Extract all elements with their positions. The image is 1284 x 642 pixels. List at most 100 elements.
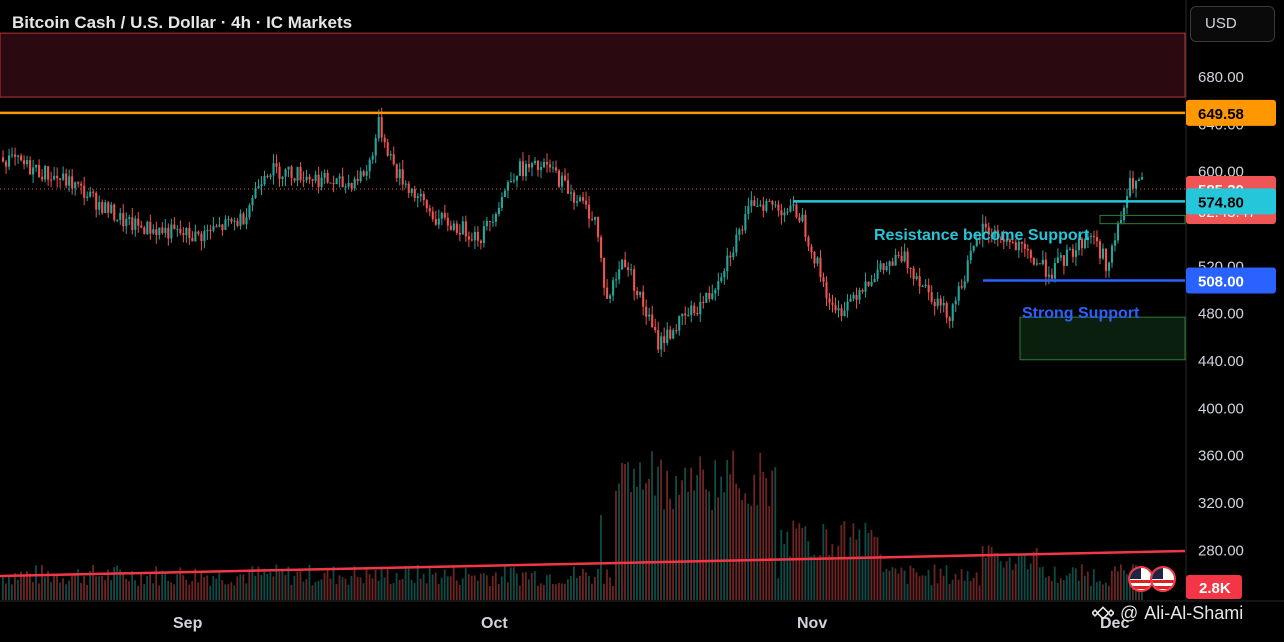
volume-bar xyxy=(609,577,611,600)
candle-body xyxy=(1038,263,1041,265)
volume-bar xyxy=(1059,578,1062,600)
candle-body xyxy=(915,276,918,279)
candle-body xyxy=(98,202,101,210)
candle-body xyxy=(951,304,954,321)
volume-bar xyxy=(86,584,88,600)
volume-bar xyxy=(606,569,608,600)
currency-button[interactable]: USD xyxy=(1190,6,1275,42)
volume-bar xyxy=(347,584,350,600)
candle-body xyxy=(666,329,669,344)
volume-bar xyxy=(795,528,798,600)
candle-body xyxy=(368,159,371,172)
level-649-tag-label: 649.58 xyxy=(1198,106,1244,123)
event-flags[interactable] xyxy=(1128,566,1176,592)
volume-bar xyxy=(248,571,251,600)
volume-bar xyxy=(657,466,659,600)
volume-bar xyxy=(116,565,119,600)
volume-bar xyxy=(95,576,97,600)
candle-body xyxy=(1101,248,1105,259)
candle-body xyxy=(1104,248,1108,271)
volume-bar xyxy=(1029,563,1032,600)
volume-tag[interactable] xyxy=(1186,575,1242,599)
volume-bar xyxy=(293,575,296,600)
annotation-strong-support: Strong Support xyxy=(1022,305,1140,322)
level-649-tag[interactable] xyxy=(1186,99,1276,126)
candle-body xyxy=(233,220,236,222)
candle-body xyxy=(1131,178,1135,189)
candle-body xyxy=(774,204,777,206)
volume-bar xyxy=(663,509,665,600)
candle-body xyxy=(269,175,272,177)
volume-bar xyxy=(455,580,458,600)
volume-bar xyxy=(711,509,714,600)
candle-body xyxy=(942,302,945,306)
volume-bar xyxy=(428,567,431,600)
price-tick-label: 280.00 xyxy=(1198,542,1244,559)
volume-bar xyxy=(143,584,146,600)
volume-bar xyxy=(176,574,179,600)
candle-body xyxy=(80,183,83,186)
candle-body xyxy=(416,196,419,198)
candle-body xyxy=(762,204,765,211)
candle-body xyxy=(972,245,975,251)
candle-body xyxy=(900,255,903,262)
candle-body xyxy=(840,308,843,317)
volume-bar xyxy=(828,555,831,600)
volume-bar xyxy=(591,583,593,600)
volume-bar xyxy=(717,497,720,600)
volume-bar xyxy=(822,523,825,600)
volume-bar xyxy=(861,556,864,600)
candle-body xyxy=(831,302,834,305)
volume-bar xyxy=(723,492,726,600)
volume-bar xyxy=(1044,577,1047,600)
volume-bar xyxy=(816,559,819,600)
trend-line[interactable] xyxy=(0,549,1186,578)
candle-body xyxy=(131,217,134,231)
candle-body xyxy=(116,219,119,221)
volume-bar xyxy=(864,522,867,600)
volume-bar xyxy=(666,470,668,600)
demand-zone xyxy=(1019,316,1186,361)
candle-body xyxy=(843,310,846,317)
volume-bar xyxy=(179,567,182,600)
volume-bar xyxy=(482,573,485,600)
candle-body xyxy=(690,305,693,316)
candle-body xyxy=(461,221,464,235)
candle-body xyxy=(77,182,80,184)
volume-bar xyxy=(669,499,671,600)
volume-bar xyxy=(434,572,437,600)
volume-bar xyxy=(398,579,401,600)
us-flag-icon[interactable] xyxy=(1150,566,1176,592)
volume-bar xyxy=(164,571,167,600)
volume-bar xyxy=(308,564,311,600)
volume-bar xyxy=(813,554,816,600)
candle-body xyxy=(1137,179,1141,181)
volume-bar xyxy=(621,462,623,600)
candle-body xyxy=(8,155,11,167)
time-tick-label: Sep xyxy=(173,615,203,632)
volume-bar xyxy=(777,578,780,600)
volume-bar xyxy=(882,571,885,600)
candle-body xyxy=(164,227,167,233)
candle-body xyxy=(807,237,810,247)
candle-body xyxy=(894,254,897,266)
volume-bar xyxy=(122,573,125,600)
candle-body xyxy=(996,230,999,239)
volume-bar xyxy=(569,575,572,600)
candle-body xyxy=(780,210,783,216)
volume-bar xyxy=(464,568,467,600)
level-508-tag[interactable] xyxy=(1186,267,1276,294)
volume-bar xyxy=(1086,571,1089,600)
volume-bar xyxy=(879,554,882,600)
volume-bar xyxy=(1122,570,1125,600)
candle-body xyxy=(137,218,140,226)
level-574-tag[interactable] xyxy=(1186,188,1276,215)
volume-bar xyxy=(101,576,103,600)
volume-bar xyxy=(515,573,518,600)
candle-body xyxy=(527,163,531,168)
volume-bar xyxy=(443,569,446,600)
volume-bar xyxy=(1053,566,1056,600)
candle-body xyxy=(56,175,59,179)
volume-bar xyxy=(230,581,233,600)
